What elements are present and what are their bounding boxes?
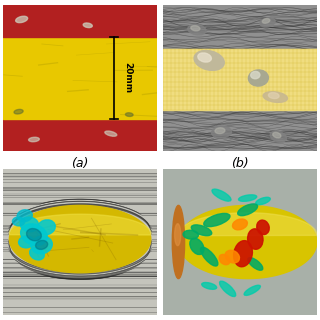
Ellipse shape [202, 283, 217, 289]
Ellipse shape [238, 195, 257, 201]
Ellipse shape [257, 220, 269, 235]
Ellipse shape [233, 219, 247, 230]
Ellipse shape [191, 225, 212, 236]
Bar [3, 5, 157, 37]
Ellipse shape [20, 224, 47, 245]
Ellipse shape [215, 128, 225, 134]
Ellipse shape [248, 229, 263, 249]
Ellipse shape [256, 197, 270, 205]
Ellipse shape [198, 53, 212, 62]
Text: (b): (b) [231, 157, 249, 170]
Polygon shape [179, 213, 317, 236]
Bar [3, 119, 157, 151]
Ellipse shape [219, 254, 230, 265]
Ellipse shape [36, 240, 48, 249]
Ellipse shape [27, 228, 41, 241]
Text: (a): (a) [71, 157, 89, 170]
Ellipse shape [194, 51, 224, 70]
Ellipse shape [16, 16, 28, 23]
Ellipse shape [175, 224, 181, 246]
Text: 20mm: 20mm [123, 62, 132, 93]
Ellipse shape [172, 205, 185, 279]
Ellipse shape [262, 19, 270, 23]
Ellipse shape [260, 18, 275, 27]
Ellipse shape [83, 23, 92, 28]
Ellipse shape [28, 137, 39, 142]
Ellipse shape [31, 236, 52, 254]
Ellipse shape [188, 24, 206, 35]
Ellipse shape [204, 213, 230, 227]
Ellipse shape [190, 238, 204, 254]
Ellipse shape [125, 113, 133, 116]
Ellipse shape [212, 126, 231, 138]
Ellipse shape [263, 92, 287, 102]
Polygon shape [9, 214, 151, 235]
Ellipse shape [212, 189, 231, 201]
Ellipse shape [220, 281, 236, 297]
Ellipse shape [268, 92, 279, 99]
Ellipse shape [234, 241, 252, 267]
Ellipse shape [105, 131, 117, 136]
Ellipse shape [37, 220, 55, 235]
Ellipse shape [183, 230, 198, 239]
Polygon shape [9, 205, 151, 273]
Ellipse shape [30, 247, 44, 260]
Bar [163, 49, 317, 110]
Ellipse shape [238, 204, 258, 216]
Ellipse shape [273, 132, 281, 138]
Ellipse shape [225, 250, 239, 263]
Ellipse shape [270, 131, 286, 142]
Bar [3, 37, 157, 119]
Ellipse shape [248, 70, 268, 86]
Ellipse shape [19, 236, 34, 248]
Ellipse shape [14, 109, 23, 114]
Ellipse shape [12, 217, 25, 226]
Ellipse shape [191, 26, 200, 31]
Ellipse shape [248, 258, 263, 270]
Ellipse shape [201, 247, 218, 266]
Polygon shape [179, 205, 317, 279]
Ellipse shape [17, 210, 32, 221]
Ellipse shape [244, 285, 260, 295]
Ellipse shape [251, 71, 260, 79]
Ellipse shape [20, 217, 38, 232]
